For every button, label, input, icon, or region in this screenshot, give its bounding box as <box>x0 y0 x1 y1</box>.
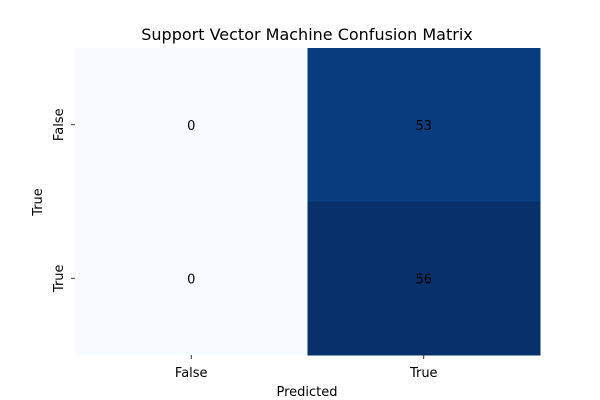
x-tick-label-1: True <box>409 366 438 381</box>
heatmap-cell-1-1 <box>307 201 541 356</box>
y-tick-label-1: True <box>52 264 67 293</box>
x-tick-label-0: False <box>175 366 208 381</box>
y-tick-label-0: False <box>52 108 67 141</box>
heatmap-cells: 0 53 0 56 <box>75 48 541 356</box>
heatmap-cell-0-0 <box>75 48 308 202</box>
cell-value-label-0-1: 53 <box>415 119 432 134</box>
heatmap-cell-0-1 <box>307 48 541 202</box>
cell-value-label-0-0: 0 <box>187 119 195 134</box>
cell-value-label-1-1: 56 <box>415 272 432 287</box>
x-axis-label: Predicted <box>276 385 337 400</box>
heatmap-cell-1-0 <box>75 201 308 356</box>
cell-value-label-1-0: 0 <box>187 272 195 287</box>
axis-ticks: False True False True <box>52 108 438 381</box>
y-axis-label: True <box>31 188 46 217</box>
chart-title: Support Vector Machine Confusion Matrix <box>141 25 473 44</box>
